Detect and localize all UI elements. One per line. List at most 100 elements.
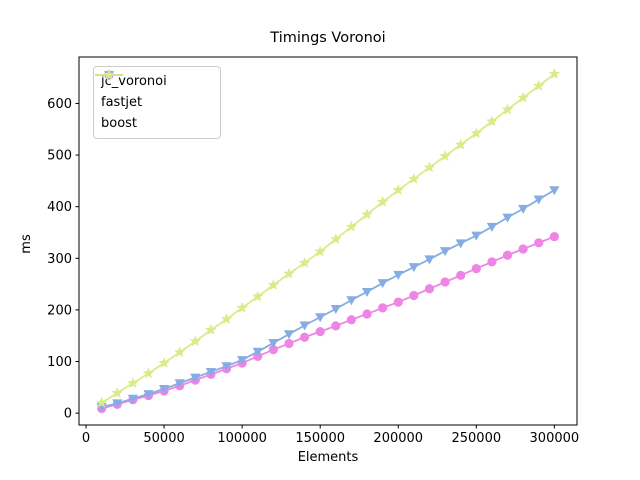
- axes-spines: [78, 56, 578, 426]
- data-point-triangle-marker: [268, 339, 279, 349]
- data-point-star-marker: [345, 220, 358, 232]
- data-point-circle-marker: [331, 321, 341, 331]
- data-point-triangle-marker: [174, 379, 185, 389]
- data-point-triangle-marker: [549, 186, 560, 196]
- data-point-triangle-marker: [190, 373, 201, 383]
- legend-star-swatch: [95, 69, 123, 80]
- data-point-circle-marker: [268, 345, 278, 355]
- data-point-circle-marker: [424, 284, 435, 294]
- data-point-star-marker: [252, 290, 264, 302]
- data-point-circle-marker: [393, 297, 403, 307]
- data-point-triangle-marker: [283, 330, 295, 340]
- data-point-triangle-marker: [393, 270, 404, 280]
- data-point-triangle-marker: [377, 279, 388, 289]
- data-point-triangle-marker: [143, 390, 154, 400]
- data-point-triangle-marker: [299, 321, 310, 331]
- y-tick-label: 100: [47, 355, 72, 370]
- legend-label: jc_voronoi: [101, 74, 167, 89]
- legend-label: boost: [101, 116, 138, 131]
- x-tick-label: 250000: [451, 431, 501, 446]
- data-point-star-marker: [517, 91, 529, 103]
- data-point-triangle-marker: [221, 362, 232, 372]
- x-tick-label: 200000: [373, 431, 423, 446]
- data-point-circle-marker: [284, 338, 294, 349]
- data-point-triangle-marker: [330, 304, 341, 314]
- data-point-triangle-marker: [315, 313, 326, 323]
- data-point-star-marker: [361, 208, 373, 220]
- data-point-star-marker: [220, 313, 233, 325]
- data-point-triangle-marker: [237, 356, 248, 366]
- data-point-triangle-marker: [502, 213, 513, 223]
- data-point-star-marker: [470, 127, 483, 139]
- x-tick-label: 300000: [530, 431, 580, 446]
- data-point-star-marker: [189, 335, 202, 347]
- series-line-jc_voronoi: [100, 235, 556, 410]
- data-point-triangle-marker: [486, 222, 498, 232]
- x-tick-label: 100000: [217, 431, 267, 446]
- y-tick-label: 400: [47, 200, 72, 215]
- data-point-circle-marker: [299, 332, 310, 342]
- data-point-triangle-marker: [455, 239, 466, 249]
- data-point-star-marker: [236, 301, 248, 313]
- data-point-circle-marker: [440, 277, 450, 287]
- legend-item-boost: boost: [95, 69, 211, 134]
- y-tick-label: 200: [47, 303, 72, 318]
- data-point-star-marker: [298, 256, 311, 268]
- data-point-star-marker: [283, 267, 295, 279]
- series-line-fastjet: [100, 189, 556, 408]
- data-point-triangle-marker: [346, 296, 357, 306]
- data-point-circle-marker: [378, 303, 388, 313]
- data-point-circle-marker: [315, 326, 325, 337]
- data-point-circle-marker: [409, 290, 419, 301]
- data-point-star-marker: [376, 196, 389, 207]
- data-point-star-marker: [111, 387, 123, 398]
- data-point-triangle-marker: [518, 204, 529, 214]
- data-point-star-marker: [548, 68, 561, 79]
- data-point-triangle-marker: [127, 394, 138, 404]
- x-axis-label: Elements: [298, 450, 359, 465]
- data-point-circle-marker: [549, 232, 559, 242]
- data-point-triangle-marker: [533, 195, 544, 205]
- x-tick-label: 50000: [143, 431, 184, 446]
- x-tick-label: 0: [82, 431, 90, 446]
- chart-title: Timings Voronoi: [269, 30, 385, 46]
- data-point-star-marker: [439, 150, 451, 161]
- y-tick-label: 500: [47, 149, 72, 164]
- data-point-star-marker: [533, 79, 545, 91]
- data-point-star-marker: [158, 357, 170, 368]
- data-point-circle-marker: [456, 270, 466, 280]
- data-point-star-marker: [267, 279, 280, 290]
- data-point-star-marker: [127, 377, 139, 389]
- data-point-circle-marker: [487, 257, 497, 267]
- data-point-circle-marker: [362, 309, 372, 319]
- data-point-circle-marker: [346, 315, 357, 325]
- y-tick-label: 0: [64, 407, 72, 422]
- data-point-star-marker: [173, 346, 186, 358]
- data-point-star-marker: [486, 115, 498, 127]
- star-icon: [103, 69, 115, 80]
- data-point-star-marker: [454, 138, 467, 150]
- data-point-star-marker: [501, 103, 514, 115]
- legend-item-fastjet: fastjet: [95, 71, 211, 113]
- data-point-triangle-marker: [408, 263, 419, 273]
- data-point-triangle-marker: [361, 287, 373, 297]
- data-point-star-marker: [314, 245, 326, 257]
- data-point-triangle-marker: [112, 399, 123, 409]
- data-point-star-marker: [330, 233, 342, 245]
- legend-label: fastjet: [101, 95, 143, 110]
- data-point-star-marker: [392, 184, 404, 196]
- data-point-star-marker: [408, 172, 420, 184]
- data-point-circle-marker: [502, 250, 513, 260]
- data-point-star-marker: [423, 161, 436, 173]
- data-point-triangle-marker: [439, 247, 451, 257]
- data-point-triangle-marker: [471, 231, 482, 241]
- data-point-star-marker: [142, 367, 155, 379]
- data-point-triangle-marker: [424, 255, 435, 265]
- data-point-star-marker: [95, 396, 108, 408]
- data-point-circle-marker: [518, 244, 528, 254]
- y-axis-label: ms: [19, 234, 34, 254]
- x-tick-label: 150000: [295, 431, 345, 446]
